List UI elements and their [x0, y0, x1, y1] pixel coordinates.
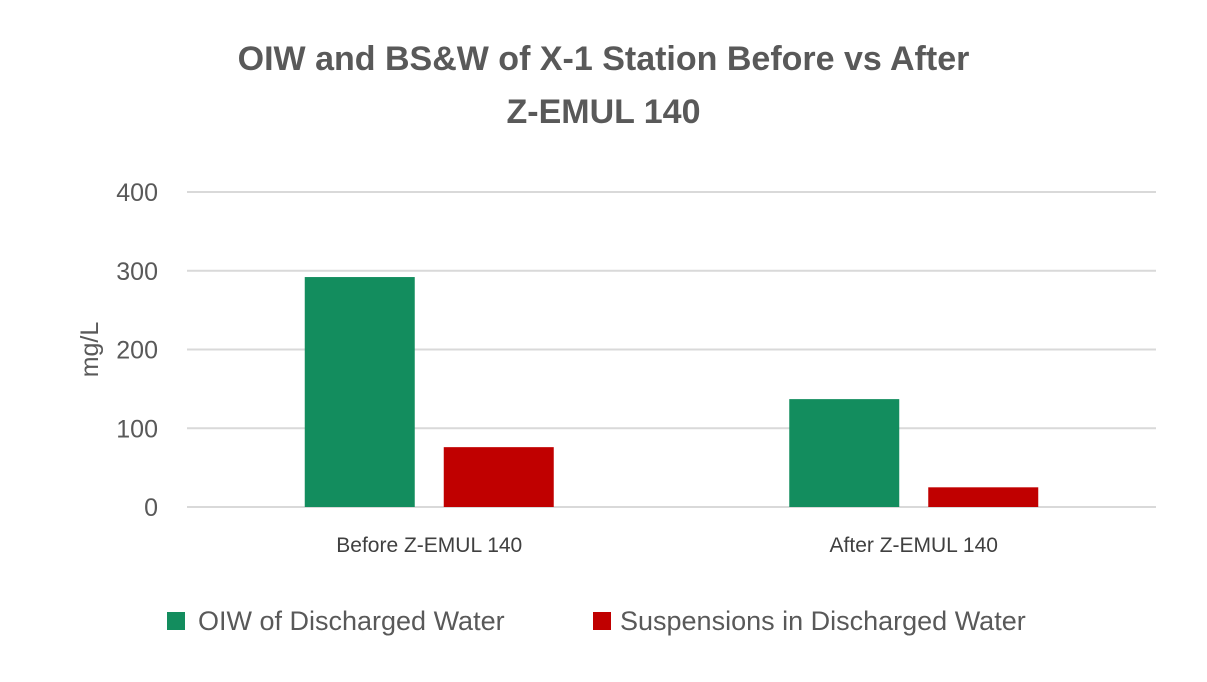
bar-suspensions-before — [443, 447, 554, 507]
chart-title-line-2: Z-EMUL 140 — [506, 93, 701, 131]
legend-label-suspensions: Suspensions in Discharged Water — [620, 606, 1026, 636]
y-axis-label: mg/L — [76, 322, 104, 378]
bar-suspensions-after — [928, 487, 1039, 507]
x-category-label: Before Z-EMUL 140 — [336, 534, 522, 557]
y-tick-label-0: 0 — [144, 494, 158, 522]
legend-label-oiw: OIW of Discharged Water — [198, 606, 505, 636]
legend-swatch-oiw — [167, 612, 185, 630]
y-tick-label-300: 300 — [116, 258, 158, 286]
y-tick-label-200: 200 — [116, 337, 158, 365]
bar-oiw-before — [304, 277, 415, 507]
y-tick-label-100: 100 — [116, 415, 158, 443]
chart-title-line-1: OIW and BS&W of X-1 Station Before vs Af… — [237, 40, 970, 78]
bar-oiw-after — [789, 399, 900, 507]
legend-swatch-suspensions — [593, 612, 611, 630]
x-category-label: After Z-EMUL 140 — [830, 534, 998, 557]
y-tick-label-400: 400 — [116, 179, 158, 207]
